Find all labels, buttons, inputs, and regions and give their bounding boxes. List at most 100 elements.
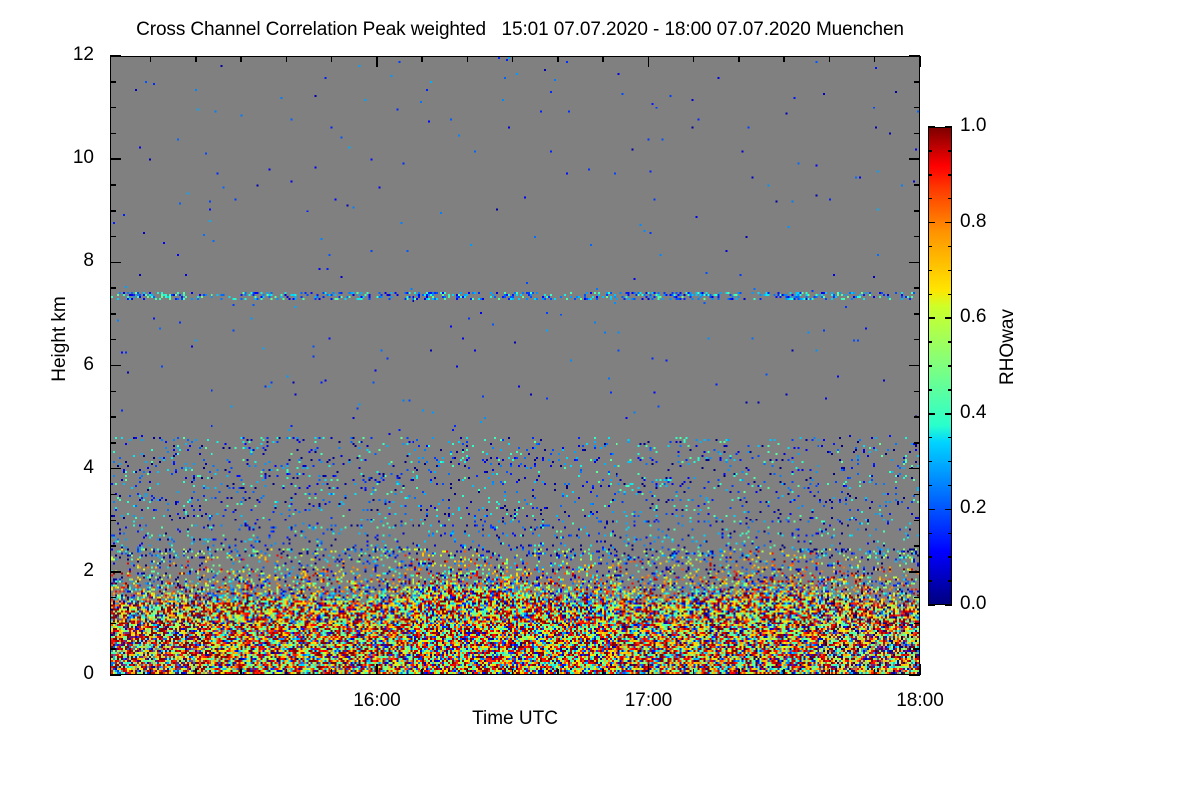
colorbar-tick-left [928,293,932,296]
y-tick-right [909,158,920,160]
colorbar-tick-right [948,436,952,439]
x-tick-top [421,56,423,62]
colorbar-tick-left [928,389,932,391]
y-tick-minor [110,622,116,625]
colorbar-tick-left [928,532,932,535]
y-tick-minor [110,390,116,393]
x-tick-top [285,56,288,62]
x-tick-minor [828,669,831,675]
colorbar-tick-left [928,126,935,128]
y-tick-right [914,184,920,186]
y-tick-right [914,442,920,444]
y-tick-minor [110,338,116,341]
page-title: Cross Channel Correlation Peak weighted … [136,19,904,40]
y-tick-right [909,261,920,264]
colorbar-tick-left [928,174,932,176]
x-tick-minor [873,669,876,675]
y-tick-major [110,261,121,264]
colorbar-tick-left [928,604,935,606]
x-tick-top [692,56,695,62]
y-tick-right [914,416,920,418]
y-tick-right [909,364,920,367]
y-tick-minor [110,313,116,315]
y-tick-right [914,390,920,393]
colorbar-tick-left [928,269,932,272]
colorbar-title: RHOwav [997,309,1018,386]
x-tick-top [557,56,559,62]
heatmap-plot-area[interactable] [110,56,920,675]
colorbar-tick-right [945,604,952,606]
y-tick-minor [110,287,116,289]
y-tick-right [914,313,920,315]
colorbar-tick-left [928,150,932,152]
x-tick-label: 18:00 [896,690,944,711]
colorbar-tick-left [928,484,932,487]
y-tick-right [914,519,920,521]
colorbar-tick-label: 1.0 [960,115,987,136]
colorbar-tick-left [928,556,932,558]
x-tick-minor [602,669,604,675]
colorbar-tick-right [948,197,952,200]
colorbar-tick-left [928,197,932,200]
colorbar-tick-left [928,460,932,463]
y-tick-right [914,622,920,625]
y-tick-label: 10 [72,147,94,169]
x-tick-minor [149,669,152,675]
x-tick-top [828,56,831,62]
colorbar-tick-left [928,221,935,224]
x-tick-minor [511,669,514,675]
x-tick-minor [783,669,785,675]
x-tick-major [376,664,378,675]
x-tick-minor [240,669,242,675]
y-tick-minor [110,210,116,212]
colorbar-tick-left [928,317,935,319]
y-tick-major [110,467,121,470]
colorbar-tick-right [948,580,952,582]
colorbar-tick-right [948,365,952,367]
x-tick-top [919,56,921,67]
y-tick-minor [110,648,116,650]
y-tick-minor [110,545,116,547]
y-axis-title: Height km [49,296,70,382]
colorbar-tick-right [948,293,952,296]
x-tick-minor [421,669,423,675]
colorbar-tick-right [948,556,952,558]
x-tick-minor [557,669,559,675]
x-tick-top [511,56,514,62]
colorbar-tick-right [948,269,952,272]
x-tick-minor [285,669,288,675]
y-tick-minor [110,416,116,418]
colorbar-tick-right [945,413,952,415]
colorbar-tick-label: 0.8 [960,210,987,232]
x-tick-top [738,56,740,62]
x-tick-minor [692,669,695,675]
y-tick-label: 12 [72,44,94,65]
colorbar-tick-right [948,174,952,176]
colorbar-tick-label: 0.2 [960,497,987,519]
y-tick-minor [110,235,116,238]
colorbar-tick-left [928,365,932,367]
colorbar-tick-right [948,245,952,248]
x-tick-top [647,56,650,67]
y-tick-right [914,596,920,599]
x-tick-label: 17:00 [624,690,673,711]
x-tick-top [240,56,242,62]
colorbar-tick-label: 0.6 [960,306,987,328]
y-tick-right [914,648,920,650]
y-tick-right [914,545,920,547]
x-tick-minor [195,669,197,675]
x-tick-top [602,56,604,62]
x-tick-major [919,664,921,675]
x-tick-top [873,56,876,62]
y-tick-major [110,364,121,367]
x-tick-top [783,56,785,62]
colorbar-tick-right [945,126,952,128]
colorbar-tick-left [928,436,932,439]
x-tick-minor [738,669,740,675]
y-tick-minor [110,596,116,599]
y-tick-right [909,674,920,676]
y-tick-label: 8 [83,250,94,272]
y-tick-major [110,571,121,573]
y-tick-minor [110,493,116,496]
